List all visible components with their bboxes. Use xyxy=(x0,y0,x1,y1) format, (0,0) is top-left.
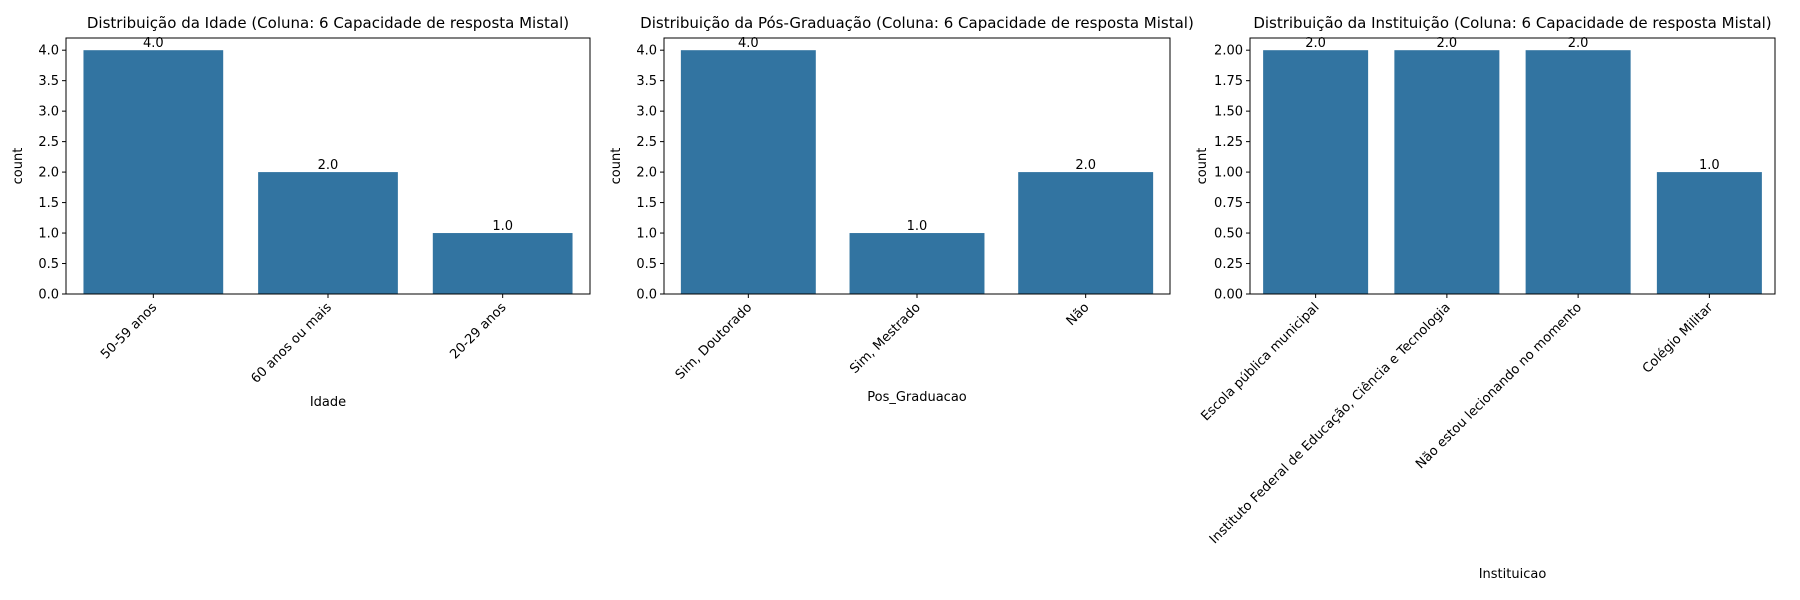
chart-title: Distribuição da Idade (Coluna: 6 Capacid… xyxy=(87,14,569,32)
chart-panel-3: Distribuição da Instituição (Coluna: 6 C… xyxy=(1195,14,1776,582)
x-axis-label: Pos_Graduacao xyxy=(867,390,967,405)
x-tick-label: 60 anos ou mais xyxy=(248,300,334,386)
bar-value-label: 1.0 xyxy=(492,219,513,234)
bar-value-label: 2.0 xyxy=(1437,36,1458,51)
y-tick-label: 0.50 xyxy=(1214,227,1243,242)
bar-1 xyxy=(83,50,224,294)
y-tick-label: 2.00 xyxy=(1214,44,1243,59)
y-tick-label: 1.75 xyxy=(1214,74,1243,89)
x-tick-label: Instituto Federal de Educação, Ciência e… xyxy=(1207,300,1454,547)
y-tick-label: 0.5 xyxy=(636,257,657,272)
y-tick-label: 2.0 xyxy=(38,166,59,181)
bar-value-label: 2.0 xyxy=(1305,36,1326,51)
y-tick-label: 1.5 xyxy=(636,196,657,211)
plot-frame xyxy=(65,37,591,295)
chart-title: Distribuição da Pós-Graduação (Coluna: 6… xyxy=(640,14,1194,32)
bar-value-label: 4.0 xyxy=(738,36,759,51)
y-tick-label: 4.0 xyxy=(38,44,59,59)
x-axis-label: Instituicao xyxy=(1479,567,1547,582)
y-axis-label: count xyxy=(609,148,624,185)
bar-value-label: 1.0 xyxy=(1699,158,1720,173)
bar-value-label: 2.0 xyxy=(318,158,339,173)
y-axis-label: count xyxy=(1195,148,1210,185)
y-axis-label: count xyxy=(11,148,26,185)
bar-1 xyxy=(1263,50,1369,294)
x-tick-label: Não xyxy=(1064,300,1093,329)
x-tick-label: Sim, Mestrado xyxy=(847,300,924,377)
x-axis-label: Idade xyxy=(310,395,346,410)
y-tick-label: 0.0 xyxy=(636,288,657,303)
plot-frame xyxy=(663,37,1171,295)
y-tick-label: 1.50 xyxy=(1214,105,1243,120)
bar-value-label: 4.0 xyxy=(143,36,164,51)
bar-4 xyxy=(1656,172,1762,294)
x-tick-label: 20-29 anos xyxy=(447,300,509,362)
bar-value-label: 1.0 xyxy=(907,219,928,234)
x-tick-label: Não estou lecionando no momento xyxy=(1413,300,1585,472)
bar-value-label: 2.0 xyxy=(1075,158,1096,173)
bar-1 xyxy=(680,50,816,294)
y-tick-label: 0.5 xyxy=(38,257,59,272)
bar-2 xyxy=(849,233,985,294)
x-tick-label: Escola pública municipal xyxy=(1198,300,1322,424)
bar-2 xyxy=(258,172,398,294)
y-tick-label: 2.5 xyxy=(636,135,657,150)
chart-panel-2: Distribuição da Pós-Graduação (Coluna: 6… xyxy=(609,14,1194,405)
y-tick-label: 4.0 xyxy=(636,44,657,59)
y-tick-label: 1.0 xyxy=(636,227,657,242)
y-tick-label: 1.00 xyxy=(1214,166,1243,181)
y-tick-label: 1.25 xyxy=(1214,135,1243,150)
y-tick-label: 3.5 xyxy=(38,74,59,89)
y-tick-label: 3.0 xyxy=(38,105,59,120)
x-tick-label: 50-59 anos xyxy=(98,300,160,362)
bar-value-label: 2.0 xyxy=(1568,36,1589,51)
bar-3 xyxy=(1018,172,1154,294)
y-tick-label: 1.5 xyxy=(38,196,59,211)
chart-title: Distribuição da Instituição (Coluna: 6 C… xyxy=(1253,14,1771,32)
y-tick-label: 2.0 xyxy=(636,166,657,181)
x-tick-label: Colégio Militar xyxy=(1640,300,1717,377)
y-tick-label: 3.0 xyxy=(636,105,657,120)
y-tick-label: 0.00 xyxy=(1214,288,1243,303)
chart-panel-1: Distribuição da Idade (Coluna: 6 Capacid… xyxy=(11,14,591,410)
y-tick-label: 0.0 xyxy=(38,288,59,303)
y-tick-label: 0.75 xyxy=(1214,196,1243,211)
plot-frame xyxy=(1249,37,1776,295)
y-tick-label: 3.5 xyxy=(636,74,657,89)
bar-2 xyxy=(1394,50,1500,294)
bar-3 xyxy=(432,233,573,294)
y-tick-label: 1.0 xyxy=(38,227,59,242)
bar-3 xyxy=(1525,50,1631,294)
x-tick-label: Sim, Doutorado xyxy=(673,300,755,382)
y-tick-label: 2.5 xyxy=(38,135,59,150)
y-tick-label: 0.25 xyxy=(1214,257,1243,272)
